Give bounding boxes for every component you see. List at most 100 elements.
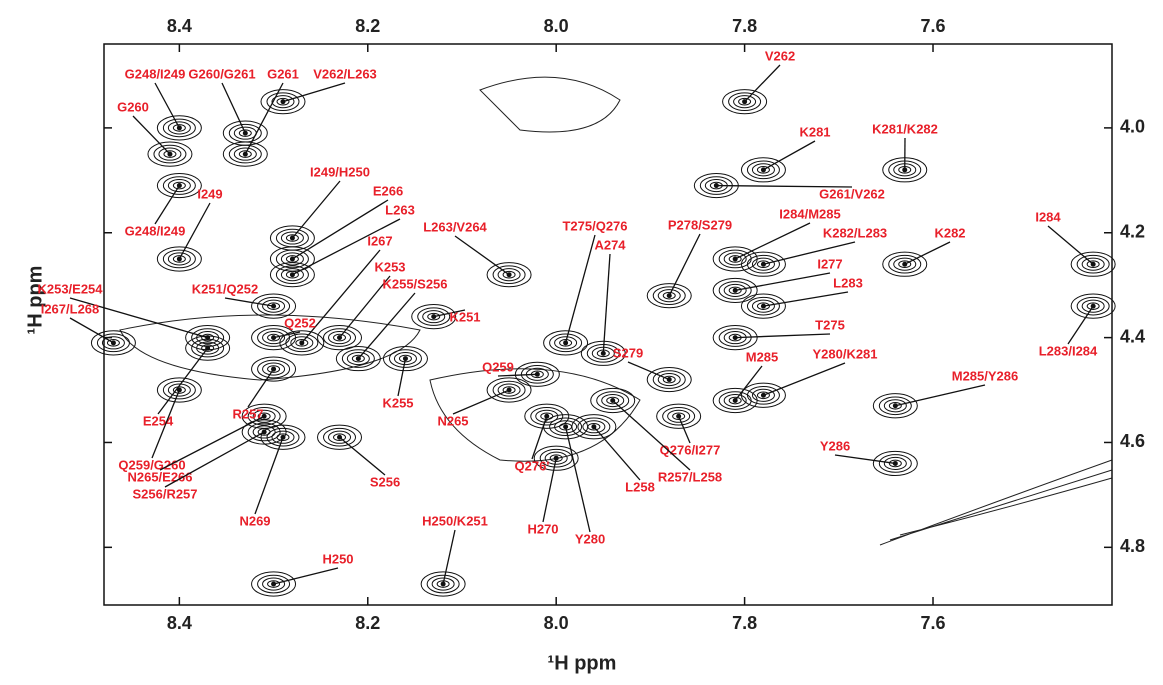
diagonal-smear bbox=[879, 459, 1113, 546]
contour bbox=[1086, 302, 1100, 310]
contour bbox=[335, 345, 381, 372]
contour bbox=[1076, 296, 1110, 316]
contour bbox=[756, 302, 770, 310]
contour bbox=[191, 338, 225, 358]
leader-line bbox=[273, 331, 301, 339]
leader-line bbox=[254, 437, 284, 515]
contour bbox=[276, 433, 290, 442]
contour bbox=[728, 396, 742, 405]
contour bbox=[251, 325, 297, 351]
contour bbox=[898, 260, 912, 269]
contour bbox=[317, 325, 363, 351]
peak-label: K255 bbox=[382, 395, 413, 410]
contour bbox=[723, 252, 747, 266]
leader-line bbox=[221, 82, 246, 134]
contour bbox=[222, 141, 268, 167]
contour bbox=[262, 331, 286, 345]
leader-line bbox=[602, 253, 611, 354]
contour bbox=[554, 336, 578, 350]
leader-line bbox=[151, 389, 180, 459]
peak-label: Q276' bbox=[515, 458, 550, 473]
contour bbox=[596, 391, 630, 410]
contour bbox=[539, 448, 573, 468]
contour bbox=[251, 293, 297, 319]
leader-line bbox=[164, 431, 265, 488]
contour bbox=[746, 254, 780, 274]
leader-line bbox=[339, 436, 386, 476]
leader-line bbox=[668, 233, 701, 296]
peak-label: K253 bbox=[374, 259, 405, 274]
peak-label: R257/L258 bbox=[658, 469, 722, 484]
peak-label: I267 bbox=[367, 233, 392, 248]
contour-blob bbox=[429, 368, 641, 462]
y-axis-label: ¹H ppm bbox=[24, 266, 46, 335]
contour bbox=[260, 89, 306, 115]
peak-label: G261/V262 bbox=[819, 186, 885, 201]
contour bbox=[271, 95, 295, 109]
leader-line bbox=[154, 185, 180, 225]
contour bbox=[167, 179, 191, 193]
peak-label: Q259 bbox=[482, 359, 514, 374]
contour bbox=[712, 277, 758, 304]
peak-label: E254 bbox=[143, 413, 174, 428]
contour bbox=[883, 399, 907, 413]
contour bbox=[728, 255, 742, 263]
x-tick-label: 8.0 bbox=[544, 16, 569, 36]
peak-label: K251/Q252 bbox=[192, 281, 259, 296]
contour bbox=[351, 354, 365, 363]
peak-label: M285 bbox=[746, 349, 779, 364]
contour bbox=[101, 336, 125, 350]
contour bbox=[156, 115, 202, 141]
contour bbox=[549, 417, 583, 437]
contour bbox=[580, 340, 626, 366]
contour bbox=[882, 251, 928, 277]
contour bbox=[267, 302, 281, 310]
contour bbox=[228, 144, 262, 164]
peak-label: P278/S279 bbox=[668, 217, 732, 232]
contour bbox=[530, 406, 564, 426]
peak-label: K281/K282 bbox=[872, 121, 938, 136]
contour bbox=[549, 454, 563, 462]
x-tick-label: 7.6 bbox=[920, 613, 945, 633]
contour bbox=[728, 286, 742, 295]
contour bbox=[341, 349, 375, 368]
contour bbox=[295, 339, 309, 347]
contour bbox=[257, 574, 291, 594]
contour bbox=[533, 445, 579, 471]
contour bbox=[252, 425, 276, 439]
leader-line bbox=[716, 184, 853, 188]
contour bbox=[1081, 299, 1105, 313]
contour bbox=[269, 262, 315, 288]
peak-label: S256/R257 bbox=[132, 486, 197, 501]
x-tick-label: 7.8 bbox=[732, 16, 757, 36]
peak-label: V262 bbox=[765, 48, 795, 63]
leader-line bbox=[157, 347, 209, 415]
contour bbox=[751, 257, 775, 271]
leader-line bbox=[904, 241, 951, 265]
contour bbox=[251, 356, 297, 382]
contour bbox=[646, 366, 692, 393]
contour bbox=[420, 571, 466, 597]
contour bbox=[167, 121, 191, 135]
contour bbox=[323, 328, 357, 347]
leader-line bbox=[542, 458, 557, 523]
peak-label: Q259/G260 bbox=[118, 457, 185, 472]
contour bbox=[96, 333, 130, 353]
leader-line bbox=[442, 529, 456, 585]
leader-line bbox=[339, 275, 391, 339]
leader-line bbox=[69, 317, 114, 344]
peak-label: T275/Q276 bbox=[562, 218, 627, 233]
contour bbox=[257, 328, 291, 347]
leader-line bbox=[735, 333, 831, 339]
contour bbox=[740, 293, 786, 319]
contour bbox=[740, 157, 786, 183]
contour bbox=[1070, 251, 1116, 277]
contour bbox=[431, 577, 455, 591]
x-tick-label: 7.6 bbox=[920, 16, 945, 36]
contour bbox=[280, 231, 304, 245]
peak-label: G248/I249 bbox=[125, 66, 186, 81]
contour bbox=[196, 341, 220, 355]
y-tick-label: 4.4 bbox=[1120, 326, 1145, 346]
contour bbox=[728, 92, 762, 111]
